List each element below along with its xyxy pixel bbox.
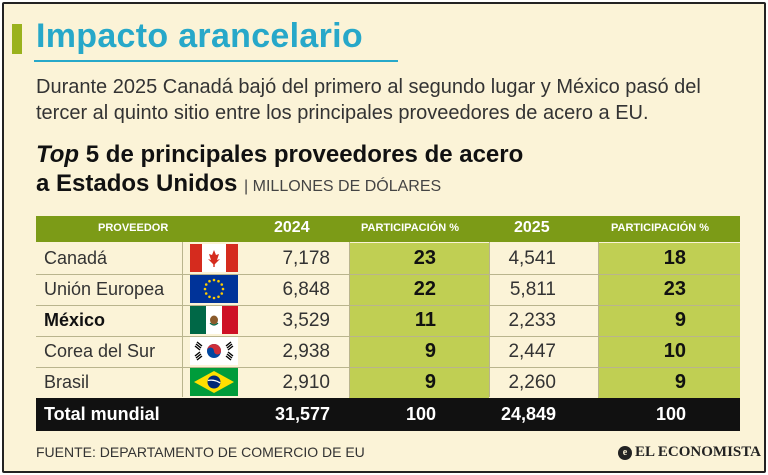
value-2025: 2,233	[508, 310, 556, 331]
column-divider	[182, 242, 183, 397]
total-row: Total mundial 31,577 100 24,849 100	[36, 398, 740, 431]
brand-mark: e	[618, 446, 632, 460]
mexico-flag	[190, 306, 238, 334]
table-title-line2-text: a Estados Unidos	[36, 170, 238, 197]
table-row: México 3,529 11 2,233 9	[36, 305, 740, 336]
unit-label: | MILLONES DE DÓLARES	[244, 178, 442, 195]
total-share-2024: 100	[405, 404, 436, 424]
share-2024-column-cell	[349, 243, 489, 274]
share-2024: 9	[424, 371, 436, 393]
value-2024: 7,178	[282, 248, 330, 269]
share-2025-column-cell	[598, 305, 740, 336]
total-2025: 24,849	[500, 404, 556, 424]
title-accent-bar	[12, 24, 22, 54]
column-header-proveedor: PROVEEDOR	[98, 222, 169, 234]
share-2025: 23	[663, 278, 686, 300]
value-2025: 4,541	[508, 248, 556, 269]
canada-flag	[190, 244, 238, 272]
supplier-table: PROVEEDOR 2024 PARTICIPACIÓN % 2025 PART…	[36, 216, 740, 431]
share-2024: 22	[413, 278, 436, 300]
total-share-2025: 100	[655, 404, 686, 424]
source-note: FUENTE: DEPARTAMENTO DE COMERCIO DE EU	[36, 444, 365, 460]
share-2024-column-cell	[349, 305, 489, 336]
value-2024: 3,529	[282, 310, 330, 331]
lead-paragraph: Durante 2025 Canadá bajó del primero al …	[36, 76, 701, 124]
share-2024-column-cell	[349, 367, 489, 398]
table-title-italic: Top	[36, 141, 80, 168]
value-2024: 6,848	[282, 279, 330, 300]
row-divider	[36, 336, 740, 337]
table-title-line2: a Estados Unidos | MILLONES DE DÓLARES	[36, 170, 441, 198]
share-2025-column-cell	[598, 367, 740, 398]
share-2025-column-cell	[598, 243, 740, 274]
column-divider	[349, 242, 350, 397]
supplier-name: Brasil	[44, 372, 90, 392]
title-underline	[34, 60, 398, 62]
row-divider	[36, 274, 740, 275]
table-title-rest: 5 de principales proveedores de acero	[79, 141, 524, 168]
share-2025: 10	[663, 340, 686, 362]
total-label: Total mundial	[44, 404, 160, 424]
supplier-name: México	[44, 310, 106, 330]
column-header-2024: 2024	[274, 219, 310, 236]
eu-flag	[190, 275, 238, 303]
supplier-name: Unión Europea	[44, 279, 165, 299]
brand-logo: e EL ECONOMISTA	[618, 444, 761, 461]
supplier-name: Corea del Sur	[44, 341, 156, 361]
table-row: Corea del Sur 2,938 9 2,447 10	[36, 336, 740, 367]
table-row: Unión Europea 6,848 22 5,811 23	[36, 274, 740, 305]
table-title-line1: Top 5 de principales proveedores de acer…	[36, 141, 523, 169]
share-2025-column-cell	[598, 274, 740, 305]
brand-name: EL ECONOMISTA	[635, 444, 761, 460]
share-2024: 11	[414, 309, 436, 331]
total-2024: 31,577	[274, 404, 330, 424]
row-divider	[36, 305, 740, 306]
value-2025: 5,811	[509, 279, 556, 300]
brazil-flag	[190, 368, 238, 396]
table-header-row: PROVEEDOR 2024 PARTICIPACIÓN % 2025 PART…	[36, 216, 740, 242]
column-divider	[489, 242, 490, 397]
value-2024: 2,938	[282, 341, 330, 362]
column-header-share-2024: PARTICIPACIÓN %	[361, 222, 459, 234]
share-2024: 23	[413, 247, 436, 269]
share-2024-column-cell	[349, 274, 489, 305]
value-2025: 2,260	[508, 372, 556, 393]
table-row: Brasil 2,910 9 2,260 9	[36, 367, 740, 398]
row-divider	[36, 367, 740, 368]
value-2024: 2,910	[282, 372, 330, 393]
share-2025: 9	[674, 309, 686, 331]
unit-text: MILLONES DE DÓLARES	[252, 178, 442, 195]
share-2024: 9	[424, 340, 436, 362]
share-2025: 9	[674, 371, 686, 393]
page-title: Impacto arancelario	[36, 17, 363, 55]
share-2024-column-cell	[349, 336, 489, 367]
south-korea-flag	[190, 337, 238, 365]
column-header-2025: 2025	[514, 219, 550, 236]
share-2025-column-cell	[598, 336, 740, 367]
supplier-name: Canadá	[44, 248, 108, 268]
table-row: Canadá 7,178 23 4,541 18	[36, 243, 740, 274]
value-2025: 2,447	[508, 341, 556, 362]
share-2025: 18	[663, 247, 686, 269]
column-divider	[598, 242, 599, 397]
column-header-share-2025: PARTICIPACIÓN %	[611, 222, 709, 234]
